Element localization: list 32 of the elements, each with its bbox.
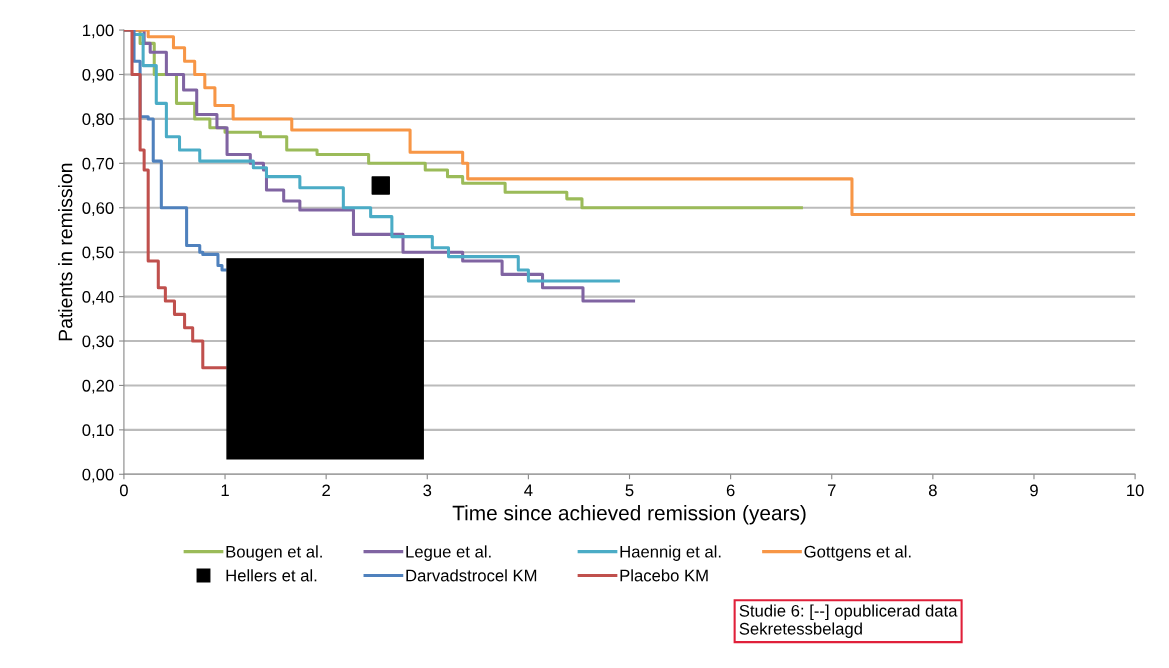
legend-label: Hellers et al.: [226, 569, 317, 582]
legend-label: Placebo KM: [620, 569, 708, 582]
legend-label: Gottgens et al.: [804, 545, 911, 561]
x-tick-label: 2: [322, 484, 330, 497]
y-tick-label: 0,10: [82, 424, 114, 439]
y-tick-label: 1,00: [83, 24, 114, 39]
x-tick-label: 3: [423, 484, 432, 497]
x-tick-label: 6: [726, 484, 735, 497]
y-tick-label: 0,40: [82, 290, 114, 305]
y-axis-title: Patients in remission: [58, 163, 73, 341]
y-tick-label: 0,90: [82, 68, 114, 83]
legend-label: Bougen et al.: [226, 545, 322, 561]
legend-label: Legue et al.: [406, 545, 491, 561]
y-tick-label: 0,30: [82, 335, 114, 350]
x-tick-label: 10: [1127, 484, 1144, 497]
y-tick-label: 0,60: [82, 202, 114, 216]
text: Studie 6: [--] opublicerad data Sekretessbelagd: [739, 604, 958, 638]
y-tick-label: 0,20: [82, 379, 114, 394]
y-tick-label: 0,50: [82, 246, 114, 261]
x-tick-label: 0: [119, 484, 128, 497]
x-tick-label: 7: [827, 484, 836, 497]
x-tick-label: 1: [221, 484, 229, 497]
x-tick-label: 5: [625, 484, 634, 497]
x-tick-label: 8: [928, 484, 937, 497]
y-tick-label: 0,00: [82, 468, 114, 483]
legend-label: Darvadstrocel KM: [406, 569, 537, 582]
y-tick-label: 0,70: [82, 157, 114, 172]
x-axis-title: Time since achieved remission (years): [452, 505, 806, 525]
y-tick-label: 0,80: [82, 113, 114, 128]
legend-label: Haennig et al.: [620, 545, 721, 561]
x-tick-label: 9: [1030, 484, 1038, 497]
x-tick-label: 4: [524, 484, 533, 497]
